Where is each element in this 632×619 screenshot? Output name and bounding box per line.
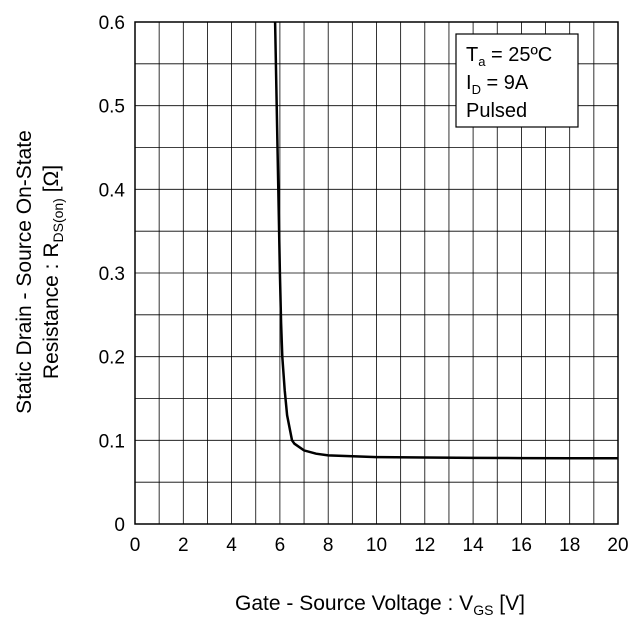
x-tick-label: 4 [226, 535, 237, 556]
y-tick-label: 0.6 [99, 13, 125, 34]
x-tick-label: 18 [559, 535, 580, 556]
y-tick-label: 0.4 [99, 180, 126, 201]
y-tick-label: 0.5 [99, 97, 125, 118]
y-tick-labels: 0 0.1 0.2 0.3 0.4 0.5 0.6 [99, 13, 126, 536]
x-tick-label: 8 [323, 535, 334, 556]
y-tick-label: 0 [114, 515, 125, 536]
y-tick-label: 0.2 [99, 348, 125, 369]
series-line [273, 21, 618, 460]
x-tick-label: 2 [178, 535, 189, 556]
x-tick-labels: 0 2 4 6 8 10 12 14 16 18 20 [130, 535, 629, 556]
y-axis-label-line1: Static Drain - Source On-State [13, 130, 36, 414]
y-tick-label: 0.3 [99, 264, 125, 285]
x-tick-label: 20 [607, 535, 628, 556]
legend-line-pulsed: Pulsed [466, 100, 527, 122]
legend-line-current: ID = 9A [466, 72, 529, 97]
x-tick-label: 0 [130, 535, 141, 556]
legend-line-temperature: Ta = 25ºC [466, 44, 552, 69]
y-axis-label-line2: Resistance : RDS(on) [Ω] [40, 165, 66, 379]
y-tick-label: 0.1 [99, 431, 125, 452]
x-tick-label: 12 [414, 535, 435, 556]
x-tick-label: 6 [275, 535, 286, 556]
x-axis-label: Gate - Source Voltage : VGS [V] [235, 592, 525, 618]
y-axis-label: Static Drain - Source On-State Resistanc… [13, 130, 66, 414]
x-tick-label: 14 [463, 535, 485, 556]
plot-frame [134, 21, 619, 525]
x-tick-label: 16 [511, 535, 532, 556]
legend-box: Ta = 25ºC ID = 9A Pulsed [455, 33, 579, 128]
x-tick-label: 10 [366, 535, 387, 556]
